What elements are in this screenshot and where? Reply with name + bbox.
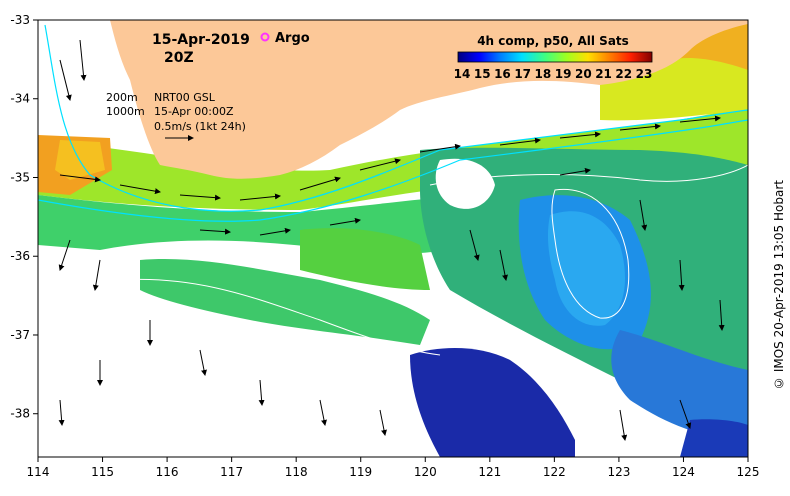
argo-label: Argo [275,31,310,46]
x-tick-label: 123 [607,465,630,479]
x-tick-label: 114 [27,465,50,479]
y-tick-label: -34 [10,92,30,106]
colorbar: 4h comp, p50, All Sats 14 15 16 17 18 19 20 21 2… [454,34,653,81]
colorbar-ramp [457,51,653,63]
y-tick-label: -33 [10,13,30,27]
x-tick-label: 125 [737,465,760,479]
y-tick-label: -36 [10,249,30,263]
colorbar-tick-label: 20 [575,67,592,81]
colorbar-ticks: 14 15 16 17 18 19 20 21 22 23 [454,67,653,81]
y-tick-label: -37 [10,328,30,342]
colorbar-title: 4h comp, p50, All Sats [477,34,629,48]
argo-marker [260,32,270,42]
colorbar-tick-label: 18 [535,67,552,81]
sst-field [38,20,748,457]
plot-frame [37,19,749,458]
x-tick-label: 116 [156,465,179,479]
colorbar-tick-label: 17 [514,67,531,81]
product-line-3: 0.5m/s (1kt 24h) [154,120,246,133]
x-axis-ticks: 114 115 116 117 118 119 120 121 122 123 124 125 [27,457,760,479]
current-vectors [58,39,725,441]
product-line-1: NRT00 GSL [154,91,216,104]
y-tick-label: -38 [10,407,30,421]
x-tick-label: 119 [349,465,372,479]
isobath-label-1000: 1000m [106,105,145,118]
y-tick-label: -35 [10,170,30,184]
product-line-2: 15-Apr 00:00Z [154,105,234,118]
time-label: 20Z [164,50,194,66]
x-tick-label: 122 [543,465,566,479]
isobath-label-200: 200m [106,91,138,104]
colorbar-tick-label: 21 [595,67,612,81]
colorbar-tick-label: 19 [555,67,572,81]
x-tick-label: 118 [285,465,308,479]
x-tick-label: 121 [478,465,501,479]
colorbar-tick-label: 23 [636,67,653,81]
x-tick-label: 120 [414,465,437,479]
colorbar-tick-label: 15 [474,67,491,81]
x-tick-label: 115 [91,465,114,479]
credit-text: © IMOS 20-Apr-2019 13:05 Hobart [772,180,786,390]
colorbar-tick-label: 16 [494,67,511,81]
colorbar-tick-label: 22 [615,67,632,81]
colorbar-tick-label: 14 [454,67,471,81]
y-axis-ticks: -33 -34 -35 -36 -37 -38 [10,13,38,421]
x-tick-label: 124 [672,465,695,479]
date-label: 15-Apr-2019 [152,32,250,48]
x-tick-label: 117 [220,465,243,479]
